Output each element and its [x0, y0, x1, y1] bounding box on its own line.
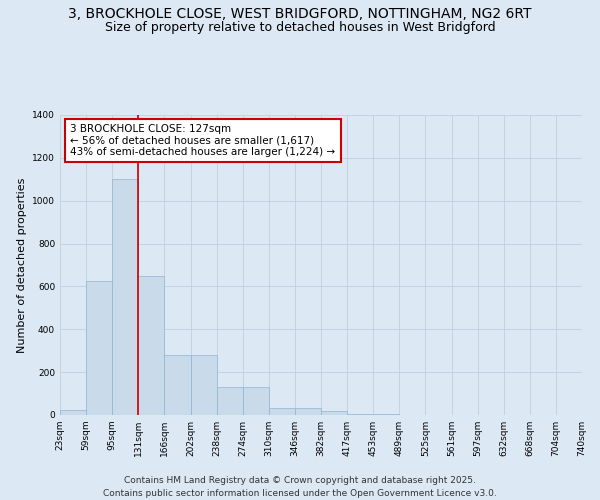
Bar	[191, 355, 217, 415]
Text: Size of property relative to detached houses in West Bridgford: Size of property relative to detached ho…	[104, 21, 496, 34]
Text: 3, BROCKHOLE CLOSE, WEST BRIDGFORD, NOTTINGHAM, NG2 6RT: 3, BROCKHOLE CLOSE, WEST BRIDGFORD, NOTT…	[68, 8, 532, 22]
Bar	[112, 180, 139, 415]
Bar	[164, 355, 191, 415]
Bar	[86, 281, 112, 415]
Y-axis label: Number of detached properties: Number of detached properties	[17, 178, 26, 352]
Bar	[295, 408, 321, 415]
Bar	[321, 410, 347, 415]
Text: Contains HM Land Registry data © Crown copyright and database right 2025.
Contai: Contains HM Land Registry data © Crown c…	[103, 476, 497, 498]
Bar	[269, 408, 295, 415]
Text: 3 BROCKHOLE CLOSE: 127sqm
← 56% of detached houses are smaller (1,617)
43% of se: 3 BROCKHOLE CLOSE: 127sqm ← 56% of detac…	[70, 124, 335, 157]
Bar	[60, 410, 86, 415]
Bar	[217, 387, 243, 415]
Bar	[242, 387, 269, 415]
Bar	[373, 414, 400, 415]
Bar	[139, 276, 164, 415]
Bar	[347, 414, 373, 415]
